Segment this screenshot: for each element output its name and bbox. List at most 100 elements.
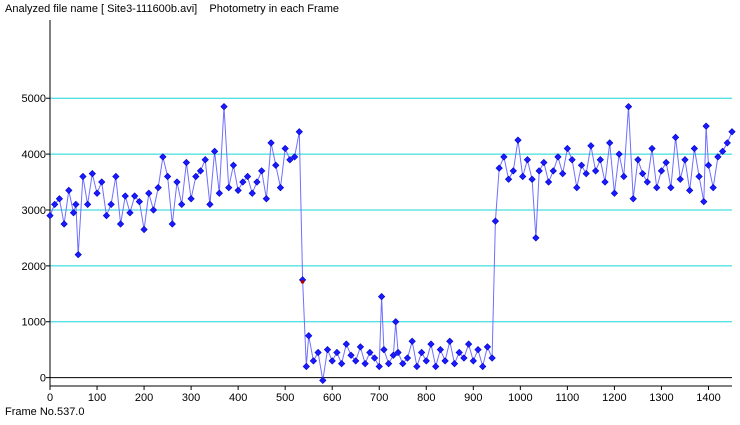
data-point — [347, 351, 355, 359]
data-point — [591, 167, 600, 175]
x-tick-label: 0 — [47, 392, 53, 404]
x-tick-label: 200 — [135, 392, 153, 404]
data-point — [554, 153, 562, 161]
data-point — [455, 348, 463, 357]
x-tick-label: 400 — [229, 392, 247, 404]
y-tick-label: 1000 — [22, 317, 46, 329]
data-point — [314, 348, 322, 357]
data-point — [262, 195, 270, 203]
data-point — [446, 337, 454, 345]
data-point — [253, 178, 261, 186]
data-point — [629, 195, 637, 203]
data-point — [549, 167, 557, 175]
x-tick-label: 500 — [276, 392, 294, 404]
data-point — [540, 158, 548, 167]
data-point — [305, 332, 313, 340]
data-point — [276, 184, 285, 192]
data-point — [695, 172, 703, 181]
data-point — [615, 150, 623, 158]
x-tick-label: 600 — [323, 392, 341, 404]
data-point — [46, 211, 54, 220]
x-tick-label: 1200 — [602, 392, 626, 404]
data-point — [643, 178, 651, 186]
data-point — [248, 189, 256, 197]
data-point — [309, 357, 318, 365]
data-point — [606, 139, 614, 147]
data-point — [532, 234, 540, 242]
data-point — [436, 346, 445, 354]
data-point — [84, 200, 92, 209]
data-point — [413, 362, 421, 371]
x-tick-label: 900 — [464, 392, 482, 404]
data-point — [394, 348, 402, 357]
frame-cursor-marker — [300, 280, 305, 284]
data-point — [474, 346, 482, 354]
data-point — [403, 354, 412, 362]
data-point — [116, 220, 125, 228]
data-point — [272, 161, 280, 169]
data-point — [624, 102, 633, 111]
data-point — [302, 362, 310, 371]
data-point — [704, 161, 713, 169]
data-point — [544, 178, 553, 186]
data-point — [392, 318, 400, 326]
data-point — [206, 200, 214, 209]
data-point — [286, 156, 294, 164]
data-point — [422, 357, 430, 365]
data-point — [528, 175, 536, 183]
data-point — [702, 122, 710, 130]
data-point — [488, 354, 496, 362]
data-point — [563, 144, 572, 153]
data-point — [126, 209, 134, 217]
data-point — [676, 175, 684, 183]
data-point — [469, 357, 477, 365]
data-point — [639, 170, 647, 178]
data-point — [243, 172, 252, 181]
data-point — [700, 197, 708, 206]
data-point — [375, 362, 383, 371]
data-point — [149, 206, 158, 214]
data-point — [145, 189, 153, 197]
data-point — [328, 357, 336, 365]
data-point — [568, 156, 576, 164]
data-point — [417, 348, 426, 357]
data-point — [714, 153, 722, 161]
data-point — [377, 292, 386, 301]
data-point — [723, 139, 731, 147]
data-point — [573, 184, 581, 192]
data-point — [196, 167, 205, 175]
data-point — [112, 172, 120, 181]
data-point — [140, 225, 148, 234]
data-point — [667, 184, 675, 192]
data-point — [319, 376, 327, 385]
data-point — [408, 337, 416, 345]
data-point — [596, 156, 604, 164]
x-tick-label: 1100 — [556, 392, 580, 404]
data-point — [509, 167, 517, 175]
data-point — [380, 346, 388, 354]
data-point — [69, 209, 78, 217]
y-tick-label: 0 — [40, 373, 46, 385]
data-point — [523, 156, 532, 164]
data-point — [366, 348, 374, 357]
data-point — [728, 128, 736, 136]
frame-number-status: Frame No.537.0 — [5, 406, 85, 418]
data-point — [239, 178, 247, 186]
data-point — [559, 170, 567, 178]
data-point — [352, 357, 360, 365]
data-point — [491, 217, 500, 225]
data-point — [361, 360, 369, 368]
data-point — [620, 172, 628, 181]
data-point — [88, 170, 96, 178]
data-point — [657, 167, 666, 175]
data-point — [610, 189, 619, 197]
x-tick-label: 1300 — [649, 392, 673, 404]
data-point — [107, 200, 115, 209]
data-point — [60, 220, 68, 228]
data-point — [634, 156, 642, 164]
data-point — [173, 178, 181, 186]
data-point — [441, 357, 449, 365]
series-line — [49, 106, 733, 381]
data-point — [342, 340, 350, 348]
